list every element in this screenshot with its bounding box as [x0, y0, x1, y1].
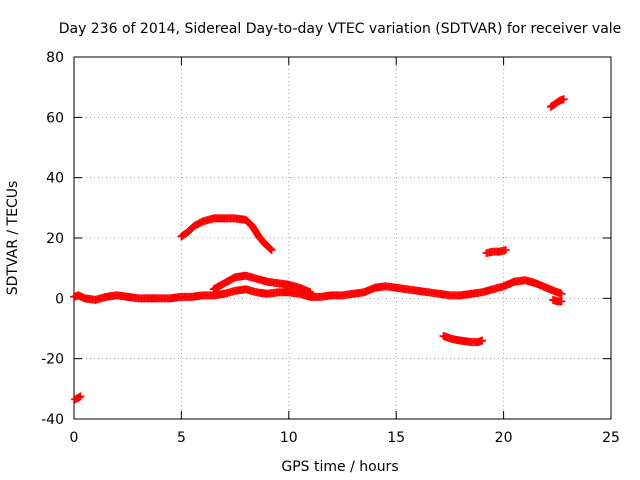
y-tick-label: -40 [41, 412, 64, 428]
chart-title: Day 236 of 2014, Sidereal Day-to-day VTE… [59, 21, 622, 37]
x-tick-label: 15 [387, 430, 405, 446]
data-point-high-segment [559, 95, 568, 104]
data-point-short-segment [501, 246, 510, 255]
x-tick-label: 25 [602, 430, 620, 446]
x-tick-label: 5 [177, 430, 186, 446]
y-tick-label: 60 [46, 110, 64, 126]
y-axis-label: SDTVAR / TECUs [5, 181, 21, 296]
data-point-hump [267, 246, 276, 255]
data-points [70, 95, 568, 404]
data-point-hump [266, 245, 275, 254]
y-tick-label: 80 [46, 50, 64, 66]
data-point-drop-at-end [557, 297, 566, 306]
y-tick-label: 40 [46, 171, 64, 187]
x-tick-label: 20 [495, 430, 513, 446]
data-point-upper-trace [306, 288, 315, 297]
axis-tick-labels: 0 5 10 15 20 25 -40 -20 0 20 40 60 80 [41, 50, 620, 446]
axis-ticks [73, 56, 612, 420]
x-axis-label: GPS time / hours [281, 459, 398, 475]
y-tick-label: -20 [41, 352, 64, 368]
data-point-baseline [557, 289, 566, 298]
data-point-isolated-low [76, 392, 85, 401]
y-tick-label: 20 [46, 231, 64, 247]
x-tick-label: 0 [70, 430, 79, 446]
data-point-negative-dip [478, 336, 487, 345]
x-tick-label: 10 [280, 430, 298, 446]
y-tick-label: 0 [55, 291, 64, 307]
